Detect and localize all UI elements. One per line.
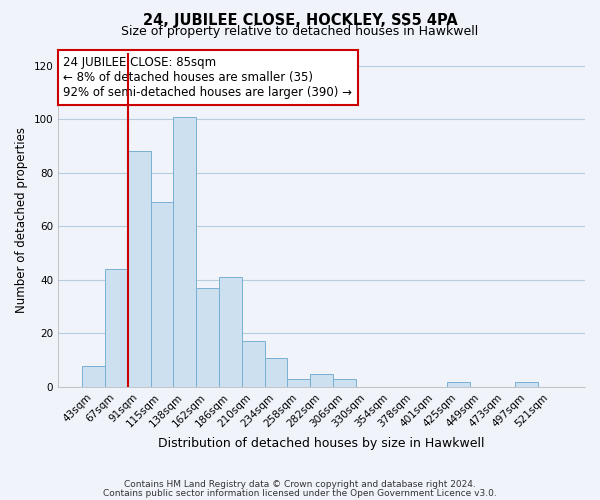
- Text: 24 JUBILEE CLOSE: 85sqm
← 8% of detached houses are smaller (35)
92% of semi-det: 24 JUBILEE CLOSE: 85sqm ← 8% of detached…: [64, 56, 352, 99]
- Text: Contains HM Land Registry data © Crown copyright and database right 2024.: Contains HM Land Registry data © Crown c…: [124, 480, 476, 489]
- Bar: [105, 269, 128, 387]
- Bar: [287, 379, 310, 387]
- Bar: [196, 288, 219, 387]
- Bar: [333, 379, 356, 387]
- Text: 24, JUBILEE CLOSE, HOCKLEY, SS5 4PA: 24, JUBILEE CLOSE, HOCKLEY, SS5 4PA: [143, 12, 457, 28]
- Bar: [515, 382, 538, 387]
- Bar: [173, 116, 196, 387]
- Bar: [151, 202, 173, 387]
- Bar: [82, 366, 105, 387]
- Text: Contains public sector information licensed under the Open Government Licence v3: Contains public sector information licen…: [103, 489, 497, 498]
- Bar: [265, 358, 287, 387]
- Bar: [242, 342, 265, 387]
- Text: Size of property relative to detached houses in Hawkwell: Size of property relative to detached ho…: [121, 25, 479, 38]
- X-axis label: Distribution of detached houses by size in Hawkwell: Distribution of detached houses by size …: [158, 437, 485, 450]
- Bar: [219, 277, 242, 387]
- Bar: [447, 382, 470, 387]
- Bar: [128, 152, 151, 387]
- Y-axis label: Number of detached properties: Number of detached properties: [15, 126, 28, 312]
- Bar: [310, 374, 333, 387]
